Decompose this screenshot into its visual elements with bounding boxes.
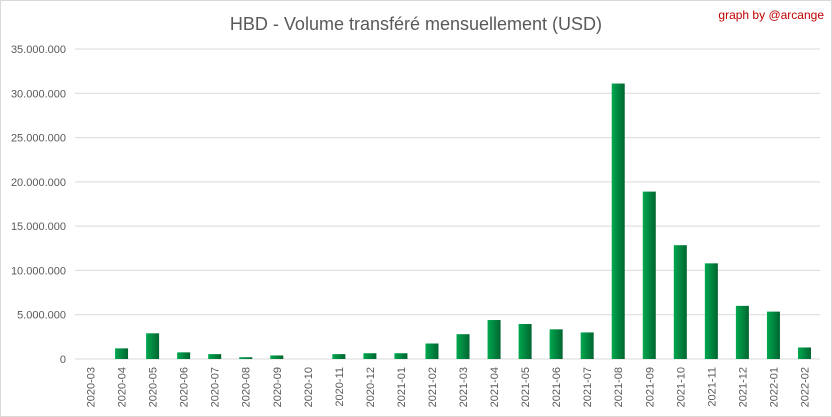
bar-2020-07 [208,354,222,359]
x-tick-label: 2021-02 [427,367,439,407]
x-tick-label: 2020-12 [365,367,377,407]
x-tick-label: 2020-05 [148,367,160,407]
bar-2021-11 [704,263,718,359]
x-tick-label: 2021-04 [489,367,501,407]
y-tick-label: 25.000.000 [11,133,66,145]
bar-2020-11 [332,354,346,359]
bar-2021-04 [487,320,501,359]
x-tick-label: 2020-08 [241,367,253,407]
bar-2021-02 [425,343,439,359]
x-tick-label: 2021-03 [458,367,470,407]
x-tick-label: 2020-11 [334,367,346,407]
bar-2020-04 [115,348,129,359]
bar-2021-06 [549,329,563,359]
bar-2021-03 [456,334,470,359]
x-tick-label: 2021-05 [520,367,532,407]
x-tick-label: 2021-12 [737,367,749,407]
x-tick-label: 2021-01 [396,367,408,407]
x-tick-label: 2021-08 [613,367,625,407]
bar-2020-08 [239,357,253,359]
x-tick-label: 2021-10 [675,367,687,407]
x-tick-label: 2020-07 [210,367,222,407]
x-tick-label: 2022-01 [768,367,780,407]
y-tick-label: 10.000.000 [11,265,66,277]
y-tick-label: 5.000.000 [17,310,66,322]
x-tick-label: 2020-06 [179,367,191,407]
bar-2020-06 [177,352,191,359]
y-axis-ticks: 0 5.000.000 10.000.000 15.000.000 20.000.000… [11,44,66,366]
y-tick-label: 20.000.000 [11,177,66,189]
x-tick-label: 2020-04 [117,367,129,407]
bar-2021-09 [642,191,656,359]
bar-2021-05 [518,324,532,359]
x-tick-label: 2021-11 [706,367,718,407]
x-tick-label: 2021-07 [582,367,594,407]
x-tick-label: 2021-09 [644,367,656,407]
x-axis-ticks: 2020-03 2020-04 2020-05 2020-06 2020-07 2020-… [86,367,812,407]
x-tick-label: 2020-09 [272,367,284,407]
x-tick-label: 2022-02 [799,367,811,407]
bar-2021-01 [394,353,408,359]
y-tick-label: 30.000.000 [11,88,66,100]
bar-2022-02 [797,347,811,359]
x-tick-label: 2020-03 [86,367,98,407]
bar-2020-05 [146,333,160,359]
x-tick-label: 2021-06 [551,367,563,407]
y-tick-label: 0 [60,354,66,366]
bar-2021-12 [735,305,749,359]
bars [115,83,811,360]
gridlines [75,48,820,360]
bar-2021-10 [673,245,687,359]
y-tick-label: 35.000.000 [11,44,66,56]
x-tick-label: 2020-10 [303,367,315,407]
bar-2020-09 [270,355,284,359]
bar-2022-01 [766,311,780,359]
y-tick-label: 15.000.000 [11,221,66,233]
chart-credit: graph by @arcange [718,8,824,22]
bar-2021-08 [611,83,625,360]
bar-2021-07 [580,332,594,359]
chart-title: HBD - Volume transféré mensuellement (US… [229,14,603,34]
bar-2020-12 [363,353,377,359]
